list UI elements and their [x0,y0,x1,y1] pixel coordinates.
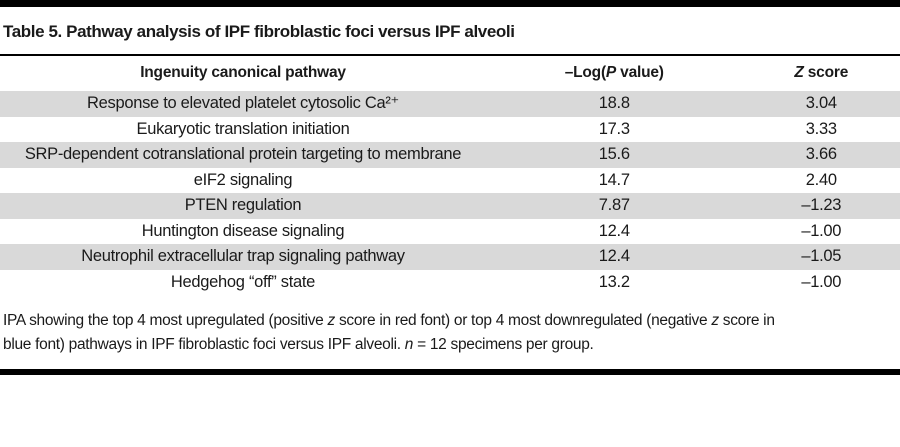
zscore-cell: –1.00 [801,221,842,240]
zscore-cell: –1.23 [801,196,842,215]
logp-cell: 14.7 [598,170,630,189]
pathway-cell: Eukaryotic translation initiation [136,119,350,138]
table-row: Hedgehog “off” state 13.2 –1.00 [0,270,900,296]
col-header-pathway: Ingenuity canonical pathway [140,64,346,82]
pathway-cell: PTEN regulation [184,196,302,215]
bottom-rule [0,369,900,375]
logp-cell: 15.6 [598,145,630,164]
col-header-logp: –Log(P value) [564,64,664,82]
table-row: SRP-dependent cotranslational protein ta… [0,142,900,168]
pathway-cell: Neutrophil extracellular trap signaling … [81,247,405,266]
zscore-cell: –1.05 [801,247,842,266]
pathway-cell: SRP-dependent cotranslational protein ta… [24,145,462,164]
table-row: Response to elevated platelet cytosolic … [0,91,900,117]
zscore-cell: 3.33 [805,119,837,138]
table-row: PTEN regulation 7.87 –1.23 [0,193,900,219]
pathway-table: Ingenuity canonical pathway –Log(P value… [0,56,900,295]
logp-cell: 7.87 [598,196,630,215]
pathway-cell: Response to elevated platelet cytosolic … [87,94,399,113]
logp-cell: 13.2 [598,272,630,291]
zscore-cell: –1.00 [801,272,842,291]
zscore-cell: 3.66 [805,145,837,164]
table-header-row: Ingenuity canonical pathway –Log(P value… [0,56,900,91]
logp-cell: 12.4 [598,221,630,240]
title-divider [0,54,900,56]
logp-cell: 17.3 [598,119,630,138]
top-rule [0,0,900,7]
table-title: Table 5. Pathway analysis of IPF fibrobl… [3,22,515,41]
table-row: Neutrophil extracellular trap signaling … [0,244,900,270]
logp-cell: 18.8 [598,94,630,113]
table-footnote: IPA showing the top 4 most upregulated (… [3,312,775,353]
pathway-cell: Hedgehog “off” state [170,272,316,291]
table-row: eIF2 signaling 14.7 2.40 [0,168,900,194]
pathway-cell: eIF2 signaling [193,170,293,189]
zscore-cell: 2.40 [805,170,837,189]
table-body: Response to elevated platelet cytosolic … [0,91,900,295]
zscore-cell: 3.04 [805,94,837,113]
col-header-zscore: Z score [794,64,849,82]
table-row: Huntington disease signaling 12.4 –1.00 [0,219,900,245]
logp-cell: 12.4 [598,247,630,266]
pathway-cell: Huntington disease signaling [141,221,345,240]
table-row: Eukaryotic translation initiation 17.3 3… [0,117,900,143]
table-header: Ingenuity canonical pathway –Log(P value… [0,56,900,91]
